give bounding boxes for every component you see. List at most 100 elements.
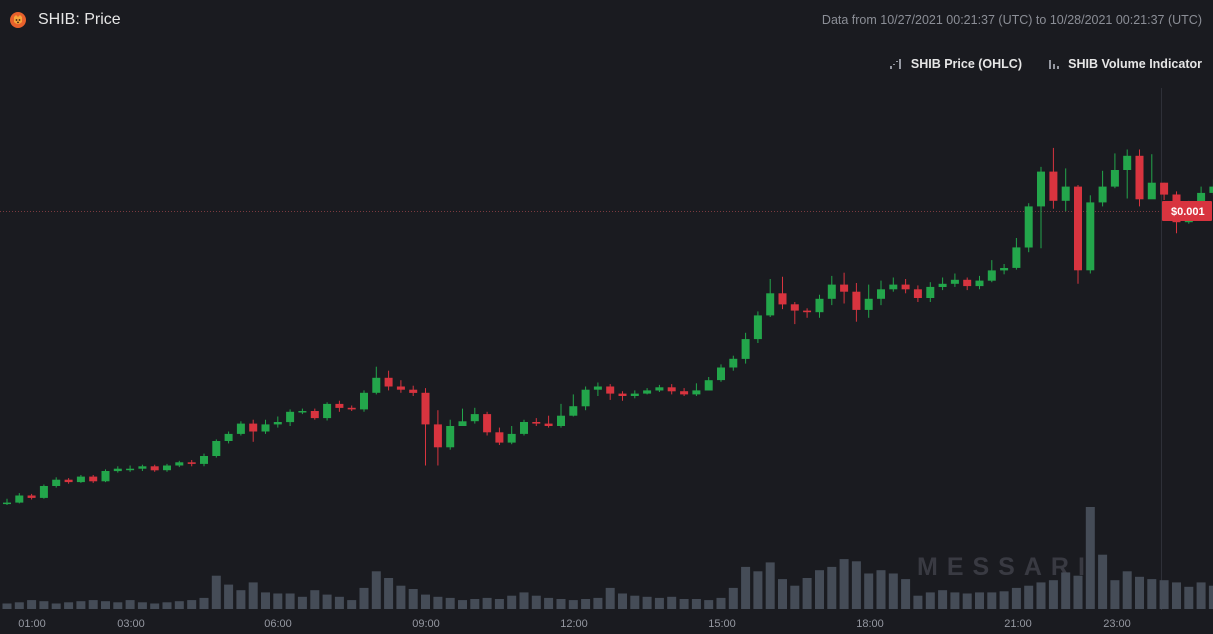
volume-bar (1048, 580, 1058, 609)
x-tick-label: 18:00 (856, 618, 884, 630)
candle (926, 282, 935, 302)
candle (704, 377, 713, 391)
candle-body (1160, 182, 1169, 195)
candle-body (372, 377, 381, 393)
volume-bar (1184, 586, 1194, 609)
candle (852, 283, 861, 322)
candle-body (655, 387, 664, 391)
candle-body (827, 284, 836, 299)
legend-item-volume[interactable]: SHIB Volume Indicator (1048, 57, 1202, 71)
volume-bar (64, 602, 74, 609)
candle-body (1098, 186, 1107, 203)
candle-body (815, 298, 824, 313)
candle-body (27, 495, 36, 498)
candle-body (1012, 247, 1021, 268)
volume-bar (728, 587, 738, 609)
volume-bar (1024, 585, 1034, 609)
candle (360, 390, 368, 412)
candle-body (963, 279, 972, 287)
volume-bar (753, 571, 763, 609)
candle (200, 453, 208, 467)
candle (655, 384, 664, 392)
candle (470, 407, 479, 424)
candle (495, 427, 504, 445)
candle-body (803, 310, 812, 313)
volume-bar (482, 597, 492, 609)
volume-bar (691, 599, 701, 609)
volume-bar (14, 602, 24, 609)
candle-body (569, 406, 578, 416)
last-price-label: $0.001 (1171, 206, 1205, 218)
candle (1074, 185, 1082, 284)
volume-bar (113, 602, 123, 609)
volume-bar (1172, 582, 1181, 609)
candle (113, 466, 122, 473)
volume-bar (1036, 582, 1046, 609)
volume-bar (888, 573, 898, 609)
candle (753, 311, 762, 343)
candle-body (175, 462, 184, 466)
volume-bar (581, 599, 591, 609)
candle (347, 405, 356, 411)
candle (520, 419, 528, 436)
candle-body (704, 380, 713, 391)
volume-bar (261, 592, 270, 609)
candle (1110, 153, 1119, 189)
volume-bar (1098, 554, 1108, 609)
candle-body (64, 479, 73, 483)
candle-body (360, 392, 368, 410)
candle (224, 431, 233, 444)
volume-bar (851, 561, 861, 609)
candle-body (852, 291, 861, 310)
candle-body (618, 393, 627, 396)
volume-bar (667, 596, 677, 609)
messari-watermark: MESSARI (917, 553, 1094, 581)
volume-bar (236, 590, 246, 609)
candle (335, 400, 344, 412)
volume-bar (815, 570, 824, 609)
candle-body (975, 280, 984, 287)
volume-bar (827, 566, 837, 609)
candle (187, 460, 196, 467)
candle (372, 366, 381, 395)
volume-bar (975, 592, 984, 609)
candle (175, 460, 184, 468)
volume-bar (913, 595, 923, 609)
candle-body (113, 468, 122, 472)
volume-bar (618, 593, 627, 609)
candle (1086, 195, 1095, 274)
candle-body (1061, 186, 1070, 201)
candle-body (606, 386, 615, 394)
candle-body (323, 403, 332, 419)
candle (163, 463, 171, 472)
legend-item-price[interactable]: SHIB Price (OHLC) (889, 57, 1022, 71)
candle-body (421, 392, 430, 425)
candle (150, 464, 159, 472)
candle-body (889, 284, 898, 290)
volume-bar (334, 596, 344, 609)
volume-bar (802, 578, 812, 609)
candle (557, 403, 565, 428)
candle (864, 284, 873, 318)
volume-bar (704, 600, 714, 609)
candle (64, 478, 73, 484)
candle (815, 294, 824, 318)
candle (778, 276, 787, 310)
candle (1061, 168, 1070, 212)
candlestick-icon (889, 58, 903, 70)
x-axis: 01:00 03:00 06:00 09:00 12:00 15:00 18:00 21:00… (18, 618, 1131, 630)
candle (950, 273, 959, 287)
candle-body (1024, 206, 1033, 248)
volume-bar (519, 592, 529, 609)
x-tick-label: 12:00 (560, 618, 588, 630)
volume-bar (88, 600, 98, 609)
volume-bar (1135, 576, 1144, 609)
candle (212, 439, 221, 458)
volume-bar (876, 570, 886, 609)
candle-body (729, 358, 738, 368)
volume-bar (322, 594, 332, 609)
candle-body (138, 466, 147, 469)
candle-body (1000, 268, 1009, 271)
volume-bar (273, 593, 283, 609)
